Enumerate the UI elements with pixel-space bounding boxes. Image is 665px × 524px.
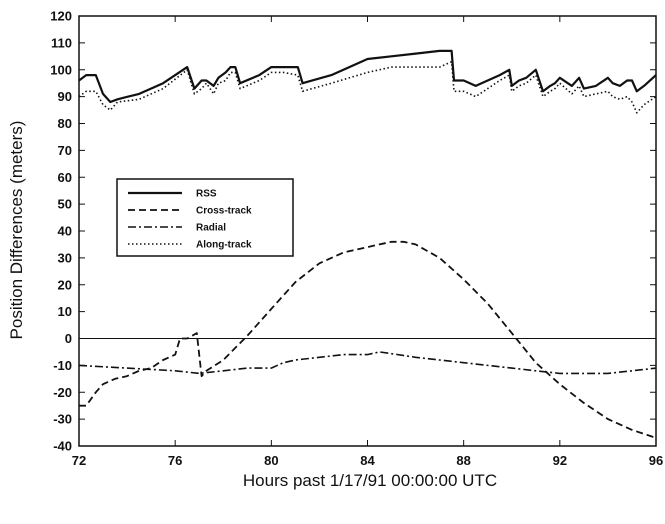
y-tick-label: 50 — [58, 197, 72, 212]
x-tick-label: 84 — [360, 453, 375, 468]
y-tick-label: 0 — [65, 331, 72, 346]
legend-label: Cross-track — [196, 206, 252, 217]
x-tick-label: 72 — [72, 453, 86, 468]
legend-label: RSS — [196, 189, 217, 200]
y-tick-label: 100 — [50, 62, 72, 77]
x-axis-label: Hours past 1/17/91 00:00:00 UTC — [243, 471, 497, 490]
y-tick-label: 60 — [58, 170, 72, 185]
y-tick-label: 90 — [58, 89, 72, 104]
series-line-radial — [78, 351, 657, 375]
y-tick-label: 80 — [58, 116, 72, 131]
legend-label: Radial — [196, 223, 226, 234]
legend: RSS Cross-track Radial Along-track — [116, 178, 294, 257]
tick-labels: -40 -30 -20 -10 0 10 20 30 40 50 60 70 80 90 100 110 120… — [50, 9, 663, 469]
axis-ticks — [78, 15, 657, 447]
y-tick-label: 40 — [58, 224, 72, 239]
y-tick-label: 120 — [50, 9, 72, 24]
y-tick-label: -10 — [53, 358, 72, 373]
legend-box — [116, 178, 294, 257]
x-tick-label: 76 — [168, 453, 182, 468]
y-tick-label: 30 — [58, 250, 72, 265]
x-tick-label: 80 — [264, 453, 278, 468]
x-tick-label: 96 — [649, 453, 663, 468]
y-tick-label: -40 — [53, 439, 72, 454]
x-tick-label: 92 — [553, 453, 567, 468]
y-tick-label: 20 — [58, 277, 72, 292]
y-axis-label: Position Differences (meters) — [7, 121, 26, 340]
y-tick-label: -30 — [53, 412, 72, 427]
legend-label: Along-track — [196, 240, 252, 251]
y-tick-label: 70 — [58, 143, 72, 158]
y-tick-label: -20 — [53, 385, 72, 400]
series-line-cross-track — [79, 240, 657, 439]
series-line-along-track — [78, 60, 657, 114]
y-tick-label: 10 — [58, 304, 72, 319]
series-layer — [78, 49, 657, 439]
y-tick-label: 110 — [51, 35, 72, 50]
x-tick-label: 88 — [456, 453, 470, 468]
series-line-rss — [78, 49, 657, 104]
